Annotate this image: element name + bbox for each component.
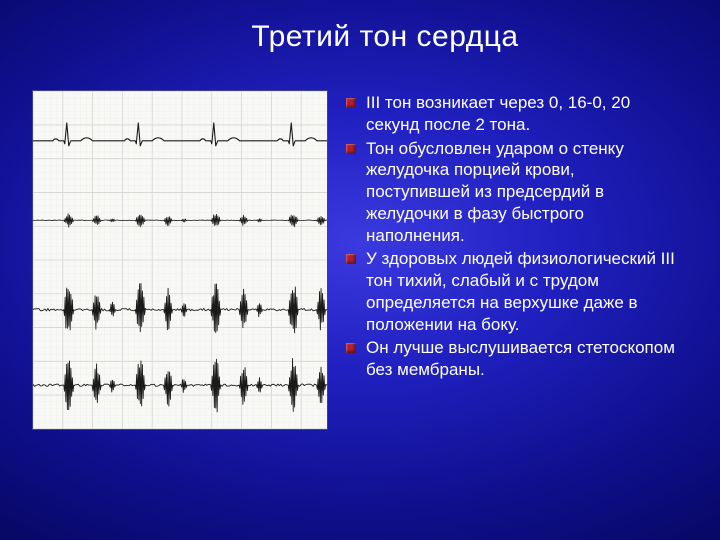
chart-svg xyxy=(33,91,327,429)
bullet-item: III тон возникает через 0, 16-0, 20 секу… xyxy=(344,92,680,136)
bullet-item: Тон обусловлен ударом о стенку желудочка… xyxy=(344,138,680,247)
slide-title: Третий тон сердца xyxy=(0,20,720,54)
phonocardiogram-chart xyxy=(32,90,328,430)
bullet-list: III тон возникает через 0, 16-0, 20 секу… xyxy=(344,90,680,430)
bullet-item: Он лучше выслушивается стетоскопом без м… xyxy=(344,337,680,381)
bullet-item: У здоровых людей физиологический III тон… xyxy=(344,248,680,335)
content-row: III тон возникает через 0, 16-0, 20 секу… xyxy=(32,90,680,430)
